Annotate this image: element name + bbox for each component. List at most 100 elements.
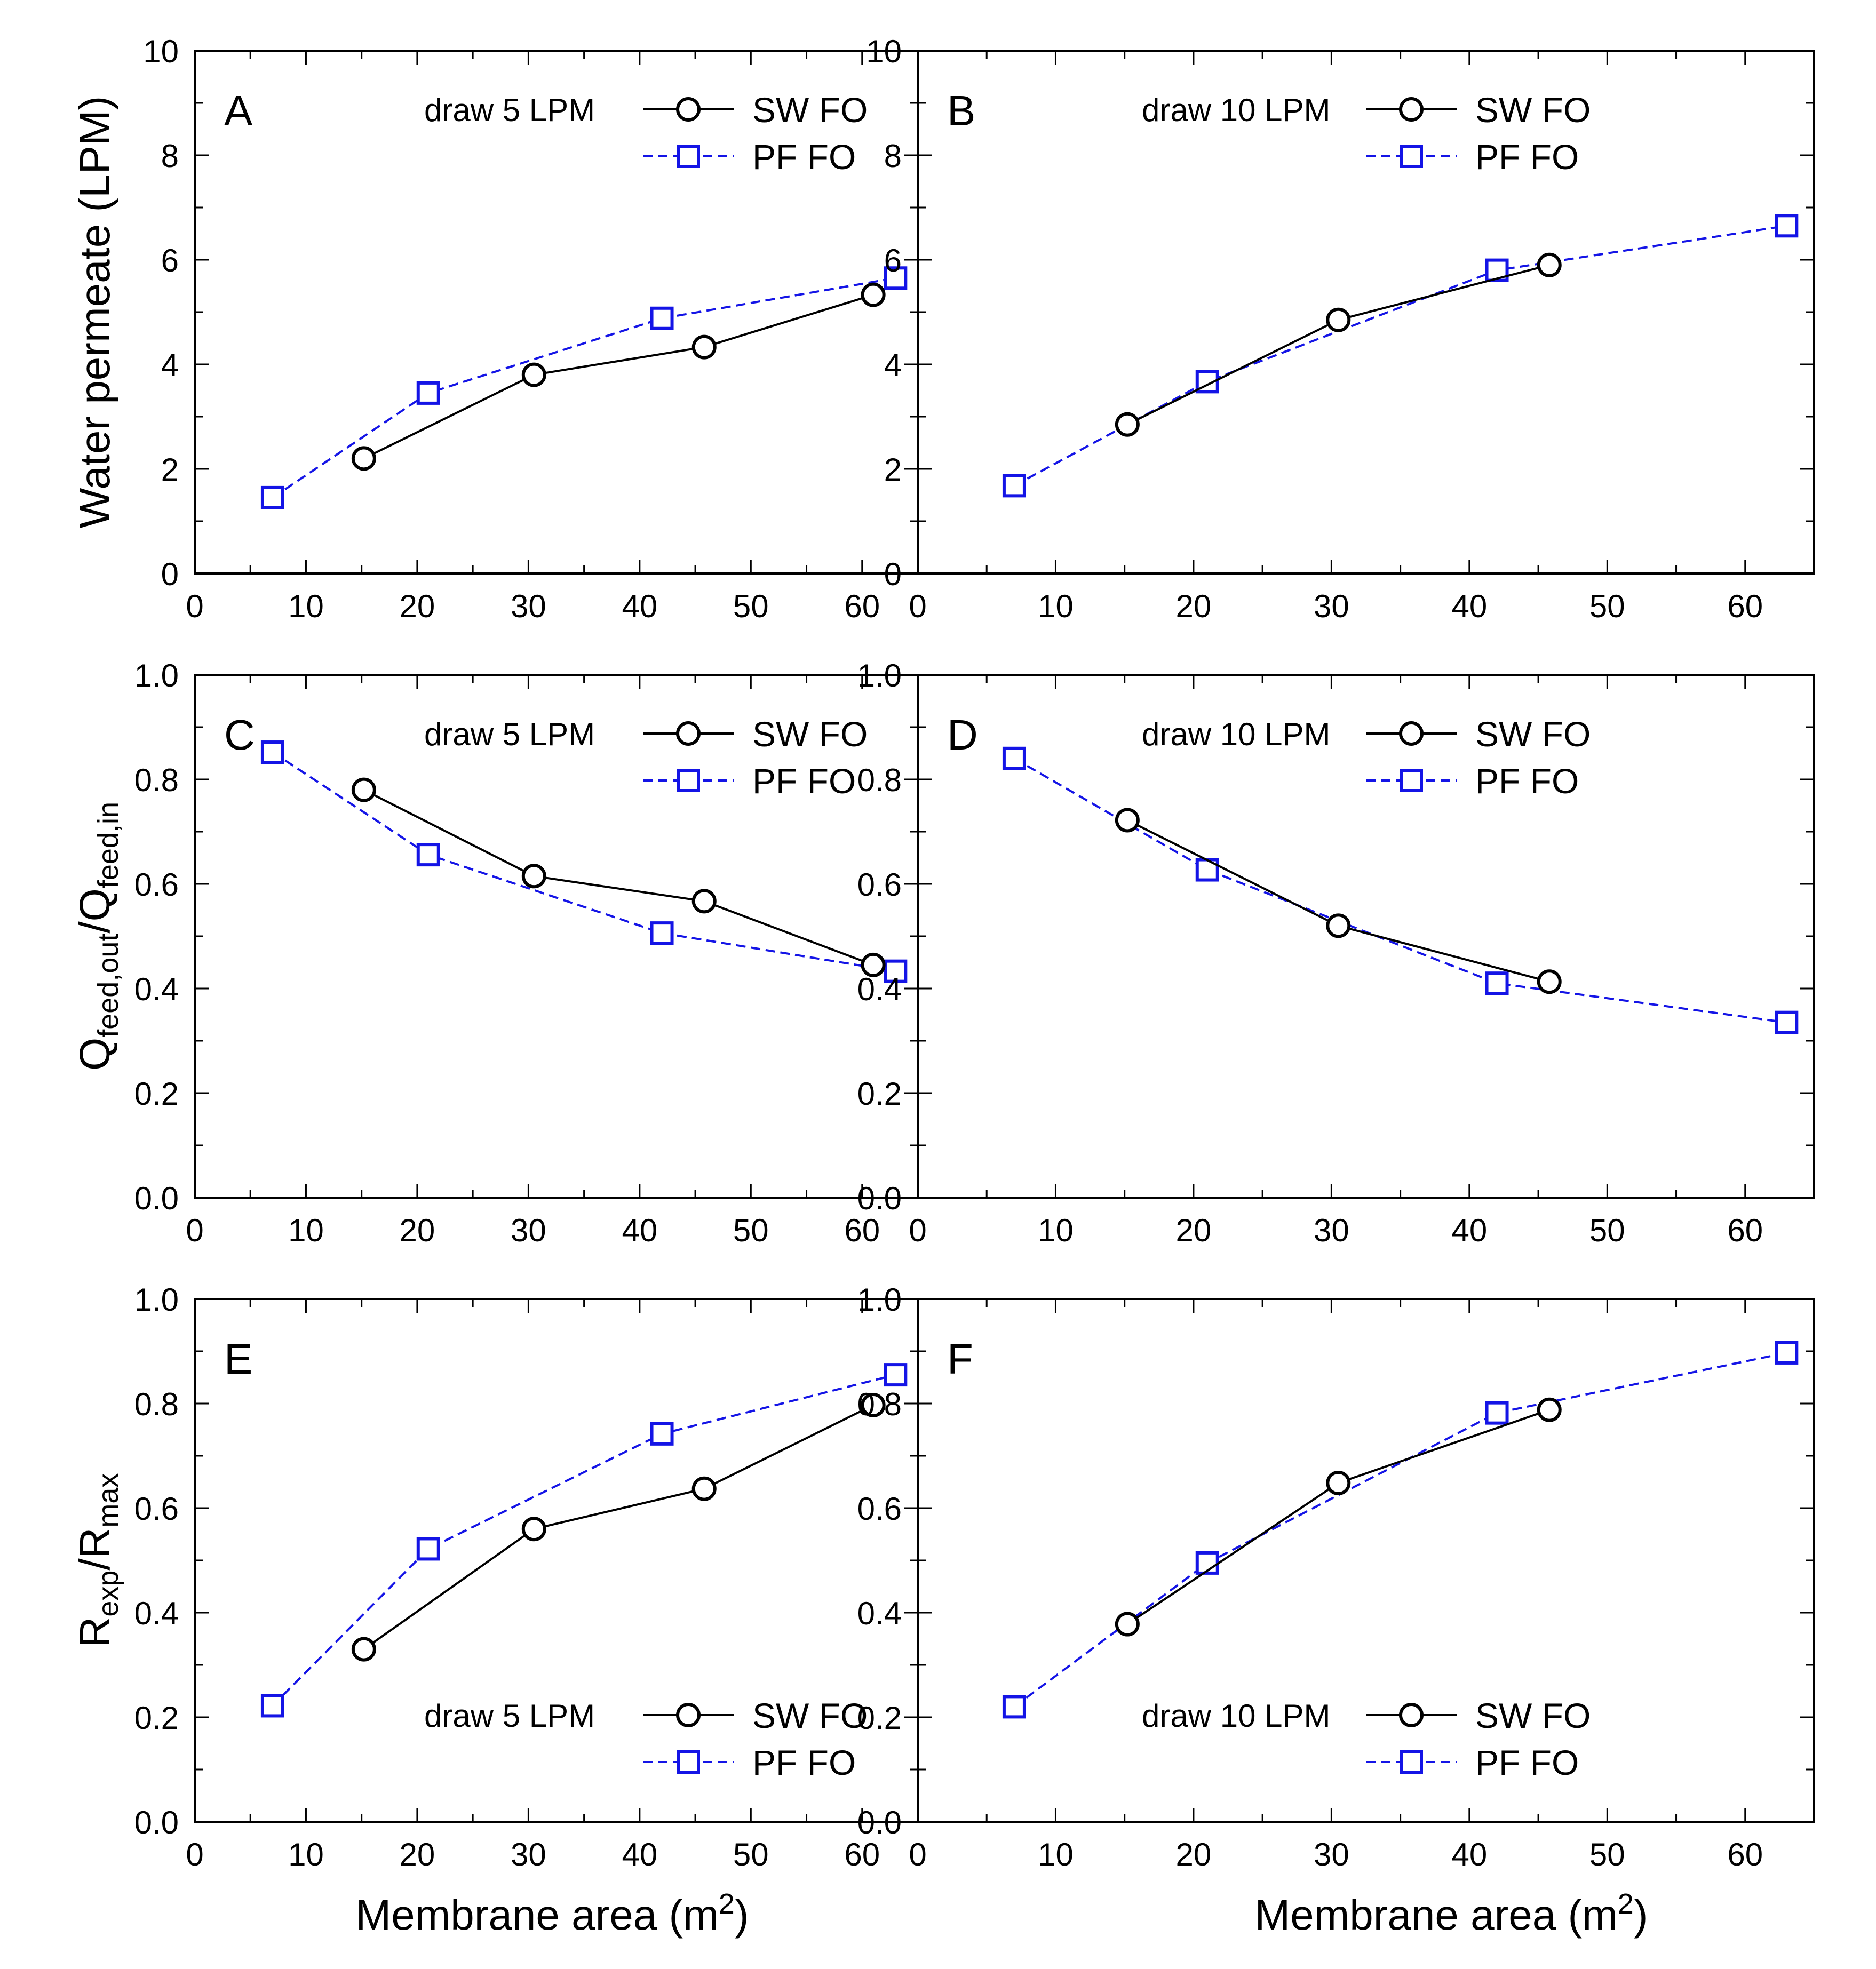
panel-d-legend-sw-label: SW FO bbox=[1475, 714, 1591, 754]
panel-e-pf-point bbox=[416, 1537, 440, 1561]
panel-f-y-tick-label: 0.0 bbox=[857, 1805, 902, 1840]
panel-d: 0 10 20 30 40 50 60 0.0 0.2 0.4 0.6 0.8 1.0 D draw 10 … bbox=[857, 658, 1815, 1248]
panel-c-legend-sw-label: SW FO bbox=[752, 714, 868, 754]
panel-a-series-pf-line bbox=[272, 277, 896, 499]
panel-e-x-tick-label: 20 bbox=[400, 1837, 435, 1872]
panel-e-x-tick-label: 30 bbox=[511, 1837, 546, 1872]
panel-c-pf-point bbox=[650, 921, 674, 945]
panel-c: 0 10 20 30 40 50 600.00.20.40.60.81.0C draw 5 L… bbox=[134, 658, 919, 1248]
x-axis-title-left-sup: 2 bbox=[719, 1888, 735, 1920]
panel-d-letter: D bbox=[947, 711, 978, 759]
panel-a-letter: A bbox=[224, 87, 253, 134]
panel-d-x-tick-label: 60 bbox=[1727, 1213, 1763, 1248]
panel-f-y-tick-label: 1.0 bbox=[857, 1282, 902, 1318]
panel-f-sw-point bbox=[1537, 1397, 1562, 1422]
panel-f-legend-sw-marker bbox=[1399, 1703, 1424, 1727]
panel-c-series-pf-line bbox=[272, 751, 896, 972]
panel-a-x-tick-label: 20 bbox=[400, 588, 435, 624]
panel-a-x-tick-label: 30 bbox=[511, 588, 546, 624]
panel-c-pf-point bbox=[260, 740, 284, 764]
panel-d-frame bbox=[917, 674, 1815, 1199]
panel-c-y-tick-label: 0.2 bbox=[134, 1076, 179, 1112]
panel-f-pf-point bbox=[1775, 1341, 1799, 1365]
panel-e-series-sw-line bbox=[363, 1404, 874, 1651]
panel-c-sw-point bbox=[521, 864, 546, 889]
panel-b-legend-pf-label: PF FO bbox=[1475, 137, 1579, 177]
panel-e-legend-pf-label: PF FO bbox=[752, 1743, 856, 1782]
panel-f-legend-pf-label: PF FO bbox=[1475, 1743, 1579, 1782]
panel-a-sw-point bbox=[691, 334, 717, 360]
y-axis-title-row2-slash: /Q bbox=[71, 888, 118, 933]
panel-f-legend-pf-marker bbox=[1400, 1750, 1423, 1774]
panel-d-x-tick-label: 20 bbox=[1176, 1213, 1212, 1248]
panel-a-x-tick-label: 50 bbox=[733, 588, 769, 624]
panel-a-pf-point bbox=[416, 381, 440, 405]
y-axis-title-row2-sub2: feed,in bbox=[92, 802, 124, 888]
panel-e-x-tick-label: 10 bbox=[288, 1837, 324, 1872]
x-axis-title-right: Membrane area (m2) bbox=[1255, 1888, 1648, 1939]
panel-d-series-pf-line bbox=[1013, 758, 1787, 1024]
y-axis-title-row2-q1: Q bbox=[71, 1038, 118, 1071]
panel-c-series-sw-line bbox=[363, 788, 874, 966]
x-axis-title-left-end: ) bbox=[735, 1891, 749, 1939]
panel-f-frame bbox=[917, 1298, 1815, 1823]
panel-c-y-tick-label: 0.8 bbox=[134, 762, 179, 798]
panel-f-legend-sw-label: SW FO bbox=[1475, 1696, 1591, 1735]
panel-c-y-tick-label: 0.0 bbox=[134, 1181, 179, 1216]
panel-e-y-tick-label: 0.4 bbox=[134, 1596, 179, 1631]
panel-e-x-tick-label: 40 bbox=[622, 1837, 657, 1872]
panel-b-draw-label: draw 10 LPM bbox=[1142, 92, 1331, 128]
panel-e-sw-point bbox=[351, 1637, 376, 1662]
panel-e-y-tick-label: 0.0 bbox=[134, 1805, 179, 1840]
panel-d-y-tick-label: 0.8 bbox=[857, 762, 902, 798]
panel-e-pf-point bbox=[260, 1694, 284, 1718]
panel-e-sw-point bbox=[521, 1517, 546, 1542]
panel-d-sw-point bbox=[1115, 808, 1140, 833]
panel-e-pf-point bbox=[884, 1363, 908, 1387]
y-axis-title-row3: Rexp/Rmax bbox=[71, 1473, 124, 1648]
panel-c-pf-point bbox=[884, 959, 908, 983]
panel-f-x-tick-label: 20 bbox=[1176, 1837, 1212, 1872]
panel-e-pf-point bbox=[650, 1422, 674, 1446]
panel-d-legend-sw-marker bbox=[1399, 721, 1424, 746]
panel-d-legend-pf-label: PF FO bbox=[1475, 761, 1579, 801]
panel-e-series-pf-line bbox=[272, 1374, 896, 1707]
panel-e-y-tick-label: 0.2 bbox=[134, 1700, 179, 1736]
panel-e-legend-pf-marker bbox=[677, 1750, 700, 1774]
panel-b-y-tick-label: 4 bbox=[884, 347, 902, 383]
panel-f-x-tick-label: 0 bbox=[909, 1837, 926, 1872]
panel-d-legend-pf-marker bbox=[1400, 769, 1423, 792]
panel-a-y-tick-label: 0 bbox=[161, 556, 179, 592]
panel-a-legend-pf-label: PF FO bbox=[752, 137, 856, 177]
panel-f-sw-point bbox=[1115, 1612, 1140, 1637]
y-axis-title-row1: Water permeate (LPM) bbox=[71, 96, 118, 529]
panel-d-sw-point bbox=[1326, 913, 1351, 938]
panel-c-x-tick-label: 0 bbox=[186, 1213, 203, 1248]
panel-b-pf-point bbox=[1485, 258, 1509, 282]
panel-f-y-tick-label: 0.8 bbox=[857, 1386, 902, 1422]
panel-a-x-tick-label: 0 bbox=[186, 588, 203, 624]
panel-d-y-tick-label: 0.2 bbox=[857, 1076, 902, 1112]
panel-a-legend-sw-marker bbox=[676, 97, 701, 122]
y-axis-title-row3-slash: /R bbox=[71, 1528, 118, 1571]
y-axis-title-row2-sub1: feed,out bbox=[92, 934, 124, 1038]
panel-f-y-tick-label: 0.2 bbox=[857, 1700, 902, 1736]
panel-d-x-tick-label: 40 bbox=[1451, 1213, 1487, 1248]
panel-c-y-tick-label: 0.4 bbox=[134, 971, 179, 1007]
panel-b-sw-point bbox=[1115, 412, 1140, 437]
panel-b-y-tick-label: 10 bbox=[866, 34, 902, 69]
panel-d-pf-point bbox=[1195, 858, 1219, 882]
panel-d-series-sw-line bbox=[1126, 819, 1550, 983]
panel-c-legend-sw-marker bbox=[676, 721, 701, 746]
panel-d-pf-point bbox=[1485, 971, 1509, 995]
panel-a-series-sw-line bbox=[363, 293, 874, 460]
panel-a-x-tick-label: 60 bbox=[844, 588, 880, 624]
panel-a-x-tick-label: 40 bbox=[622, 588, 657, 624]
panel-b-y-tick-label: 8 bbox=[884, 138, 902, 174]
panel-f-pf-point bbox=[1002, 1695, 1026, 1719]
panel-f-pf-point bbox=[1485, 1401, 1509, 1425]
panel-a-sw-point bbox=[351, 446, 376, 471]
panel-a-y-tick-label: 6 bbox=[161, 243, 179, 278]
